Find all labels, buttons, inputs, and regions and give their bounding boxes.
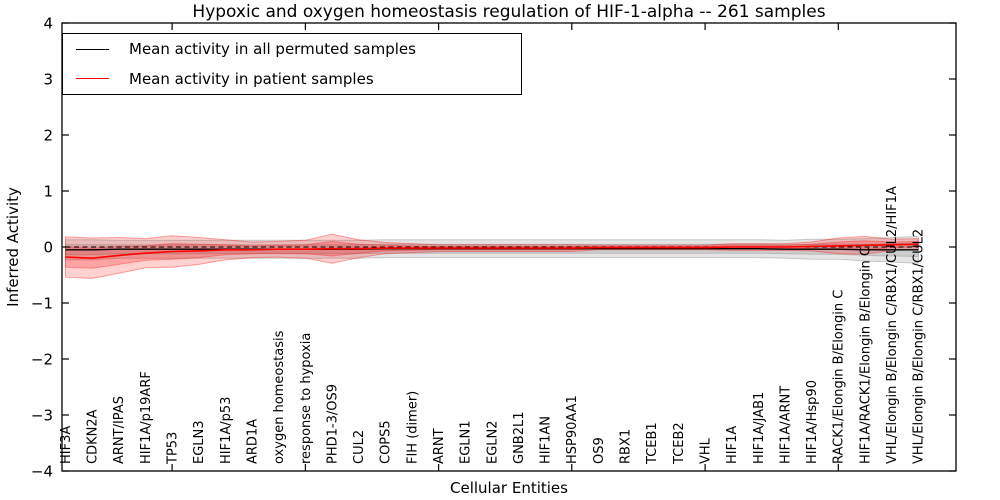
x-category-label: ARD1A (245, 419, 260, 464)
x-category-label: CDKN2A (86, 409, 101, 464)
x-category-label: HIF1A (725, 426, 740, 464)
x-category-label: HIF3A (59, 426, 74, 464)
x-category-label: response to hypoxia (299, 333, 314, 464)
x-category-label: HIF1A/p19ARF (139, 371, 154, 464)
legend-entry-permuted: Mean activity in all permuted samples (63, 35, 521, 63)
x-category-label: OS9 (592, 437, 607, 464)
x-category-label: FIH (dimer) (405, 391, 420, 464)
x-category-label: PHD1-3/OS9 (325, 384, 340, 464)
y-tick-label: −3 (31, 407, 53, 425)
x-category-label: COPS5 (379, 420, 394, 464)
x-category-label: HIF1A/p53 (219, 397, 234, 464)
legend-label-patient: Mean activity in patient samples (129, 69, 374, 88)
patient-line-swatch (76, 78, 109, 80)
y-tick-label: 3 (43, 71, 53, 89)
x-category-label: ARNT/IPAS (112, 396, 127, 464)
x-category-label: EGLN1 (459, 420, 474, 464)
x-category-label: HIF1A/Hsp90 (805, 380, 820, 464)
x-category-label: TCEB2 (672, 422, 687, 465)
y-tick-label: 1 (43, 183, 53, 201)
y-tick-label: −1 (31, 295, 53, 313)
x-category-label: TP53 (166, 432, 181, 465)
y-tick-label: 0 (43, 239, 53, 257)
x-category-label: RACK1/Elongin B/Elongin C (832, 290, 847, 464)
x-category-label: RBX1 (619, 429, 634, 464)
x-category-label: GNB2L1 (512, 411, 527, 464)
permuted-band-2sigma (65, 235, 919, 264)
x-category-label: oxygen homeostasis (272, 330, 287, 464)
legend-entry-patient: Mean activity in patient samples (63, 65, 521, 93)
x-category-label: VHL/Elongin B/Elongin C/RBX1/CUL2 (912, 229, 927, 464)
y-tick-label: −4 (31, 463, 53, 481)
x-category-label: ARNT (432, 428, 447, 464)
x-category-label: VHL/Elongin B/Elongin C/RBX1/CUL2/HIF1A (885, 186, 900, 464)
y-tick-label: −2 (31, 351, 53, 369)
patient-mean-line (65, 243, 919, 260)
x-category-label: HIF1A/JAB1 (752, 392, 767, 464)
x-category-label: HIF1AN (539, 416, 554, 464)
x-category-label: TCEB1 (645, 422, 660, 465)
x-axis-label: Cellular Entities (450, 479, 568, 497)
legend-label-permuted: Mean activity in all permuted samples (129, 40, 416, 59)
x-category-label: VHL (699, 437, 714, 464)
x-category-label: CUL2 (352, 430, 367, 464)
y-tick-label: 4 (43, 15, 53, 33)
y-tick-label: 2 (43, 127, 53, 145)
x-category-label: HSP90AA1 (565, 395, 580, 464)
legend: Mean activity in all permuted samples Me… (62, 33, 522, 95)
x-category-label: EGLN2 (485, 420, 500, 464)
permuted-line-swatch (76, 48, 109, 50)
chart-title: Hypoxic and oxygen homeostasis regulatio… (192, 2, 826, 22)
x-category-label: HIF1A/ARNT (778, 386, 793, 464)
y-axis-label-container: Inferred Activity (0, 0, 26, 494)
x-category-label: HIF1A/RACK1/Elongin B/Elongin C (858, 247, 873, 464)
y-axis-label: Inferred Activity (4, 187, 23, 307)
x-category-label: EGLN3 (192, 420, 207, 464)
